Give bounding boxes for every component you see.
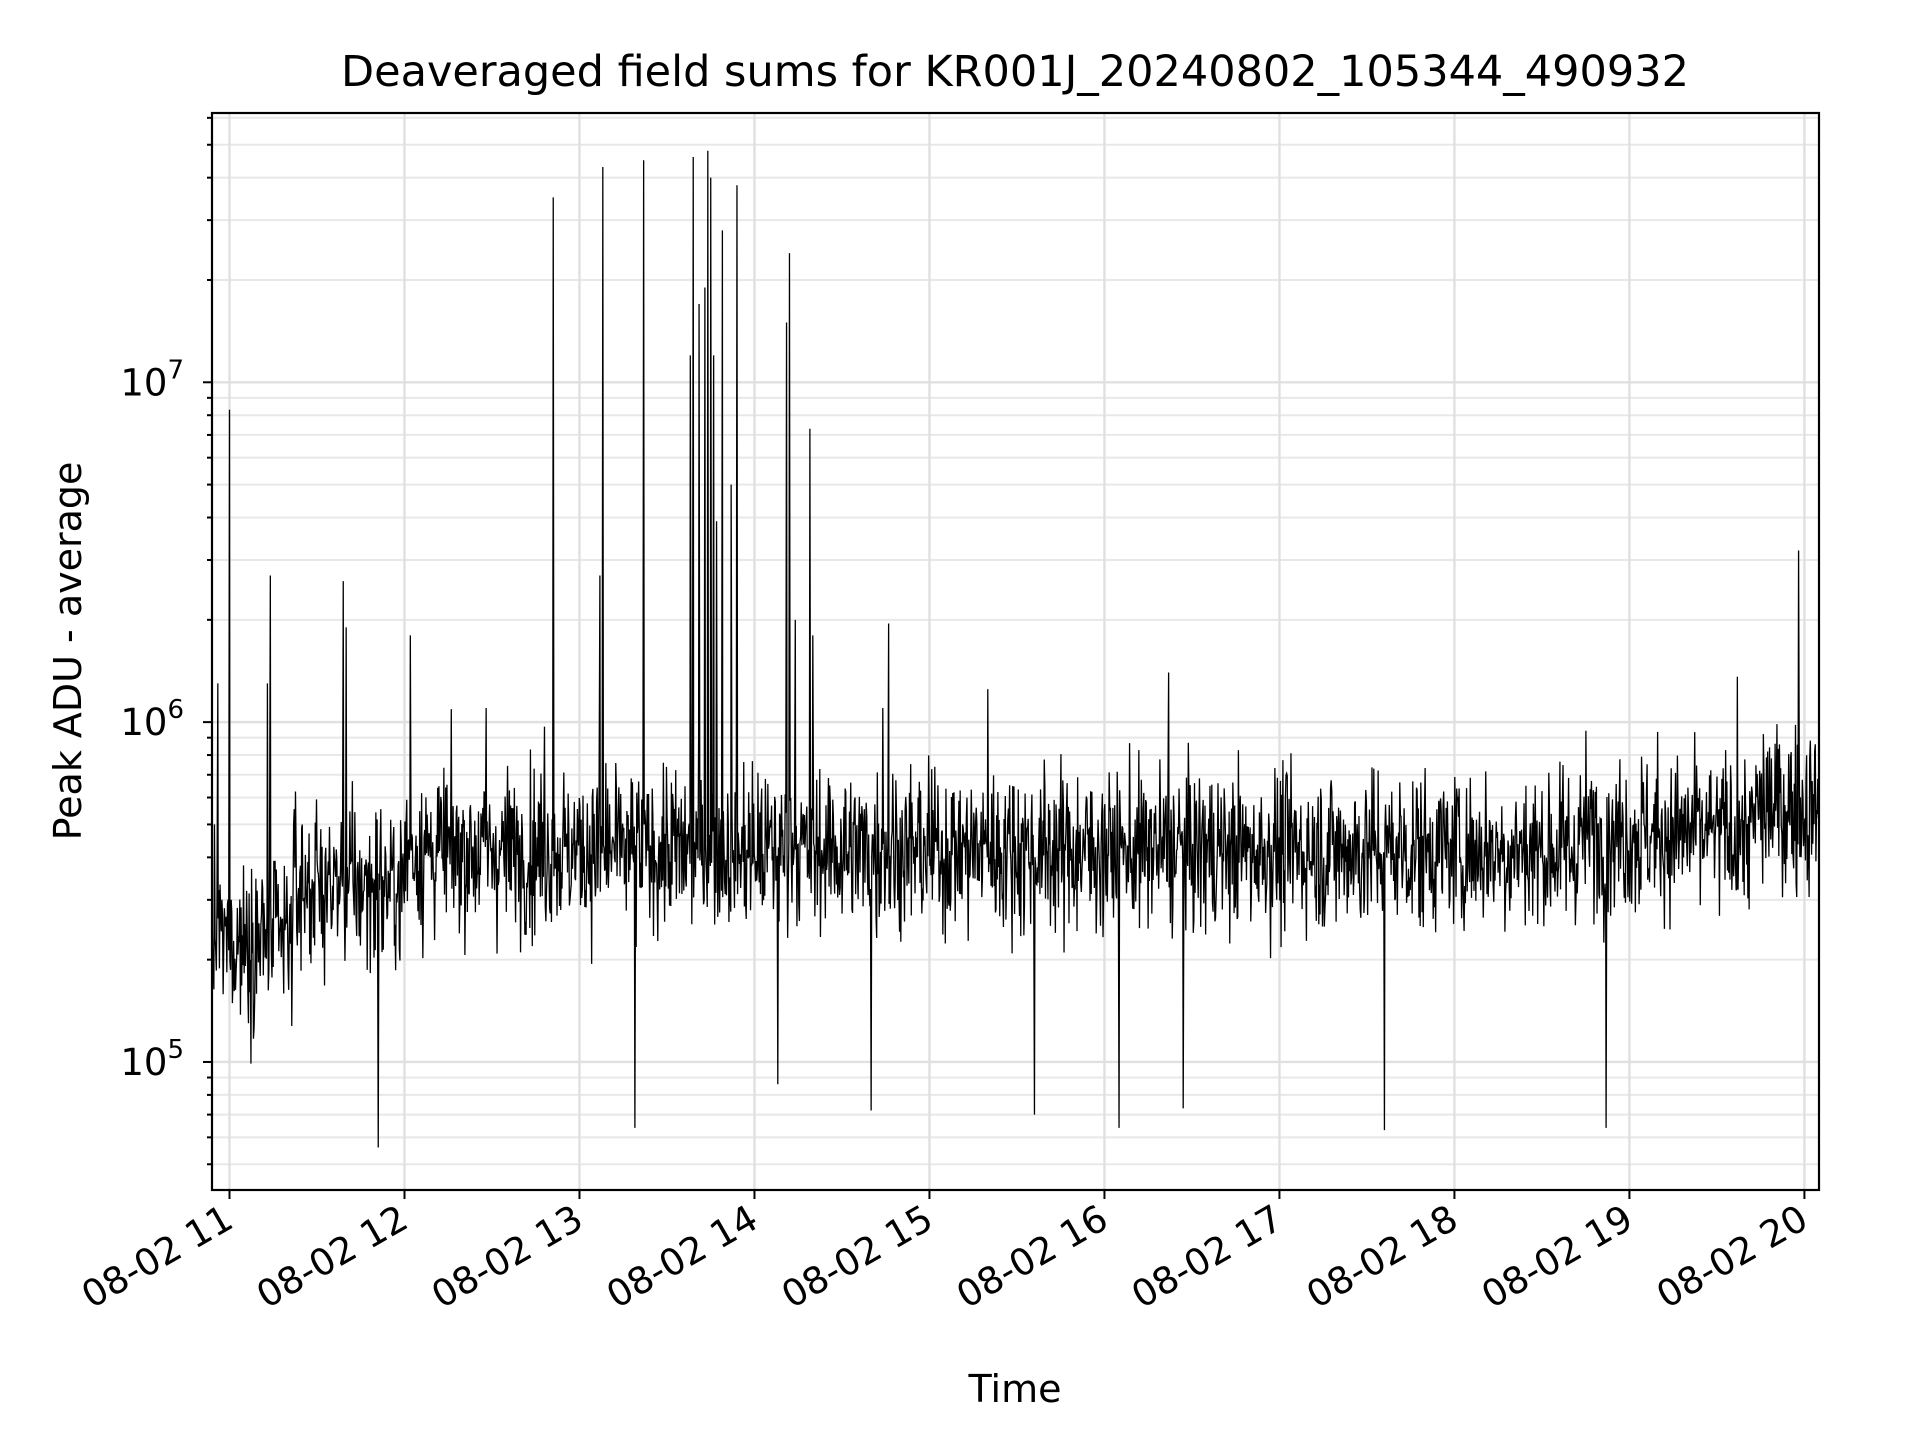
chart-title: Deaveraged field sums for KR001J_2024080… (341, 47, 1689, 97)
x-axis-label: Time (968, 1367, 1062, 1411)
axis-ticks (203, 116, 1806, 1199)
series-line (211, 150, 1820, 1148)
grid (212, 113, 1819, 1190)
y-tick-label: 107 (120, 355, 184, 404)
plot-frame (210, 111, 1821, 1192)
y-axis-label: Peak ADU - average (46, 462, 90, 841)
y-tick-label: 105 (120, 1035, 184, 1084)
y-tick-label: 106 (120, 695, 184, 744)
